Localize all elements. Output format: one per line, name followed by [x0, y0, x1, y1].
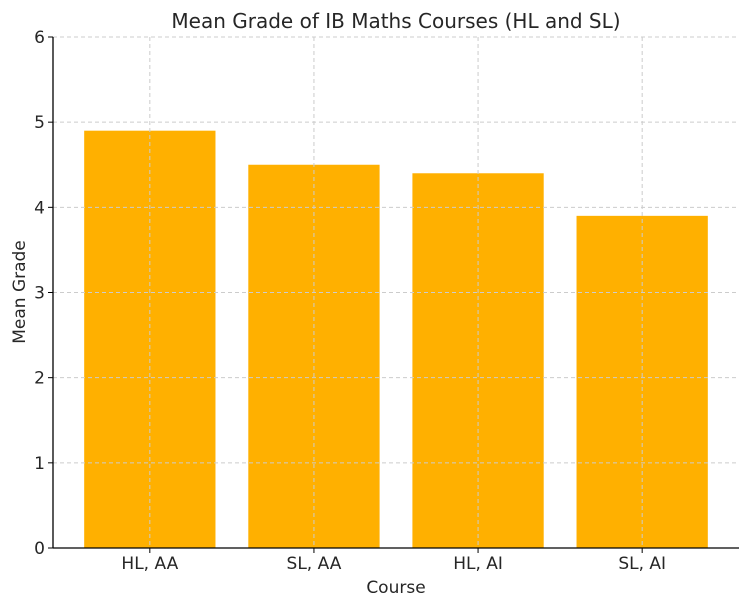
x-axis-label: Course: [366, 578, 425, 598]
y-tick-label: 0: [34, 539, 45, 559]
x-tick-label: SL, AI: [618, 554, 666, 574]
x-tick-label: HL, AA: [121, 554, 178, 574]
y-tick-label: 6: [34, 28, 45, 48]
x-tick-label: SL, AA: [287, 554, 342, 574]
y-tick-label: 1: [34, 454, 45, 474]
y-axis-label: Mean Grade: [10, 240, 30, 344]
x-tick-label: HL, AI: [453, 554, 503, 574]
y-tick-label: 5: [34, 113, 45, 133]
y-tick-label: 4: [34, 198, 45, 218]
bars-group: [84, 130, 708, 548]
ticks-group: HL, AA SL, AA HL, AI SL, AI 0 1 2 3 4 5 6: [34, 28, 666, 574]
grid-group: [53, 36, 739, 548]
chart-title: Mean Grade of IB Maths Courses (HL and S…: [171, 9, 620, 33]
y-tick-label: 2: [34, 369, 45, 389]
y-tick-label: 3: [34, 284, 45, 304]
